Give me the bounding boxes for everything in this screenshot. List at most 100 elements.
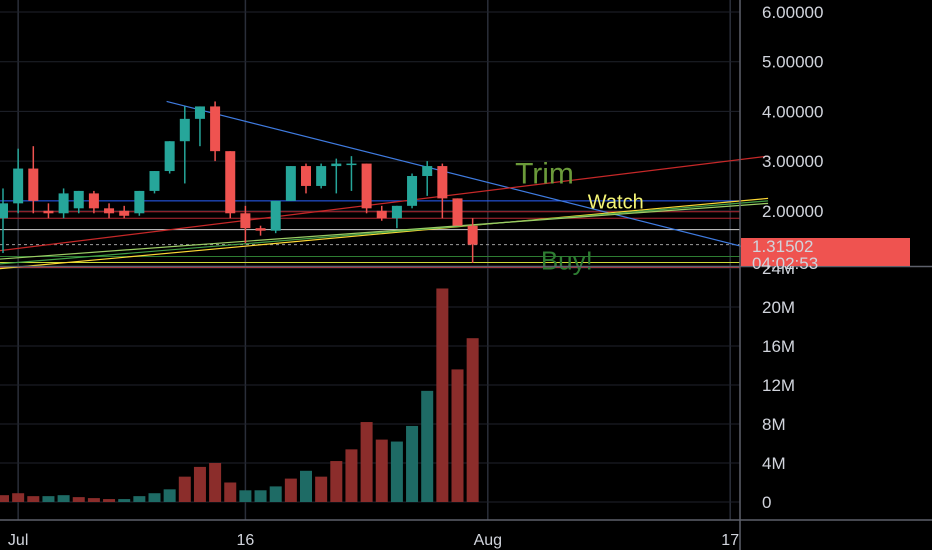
candle <box>467 218 478 263</box>
volume-bar <box>42 496 55 502</box>
volume-bar <box>360 422 373 502</box>
candle-body <box>255 228 266 231</box>
candle <box>240 205 251 244</box>
candle <box>28 146 39 214</box>
candle-body <box>376 210 387 219</box>
candle <box>164 141 175 174</box>
volume-bar <box>72 497 85 502</box>
volume-tick-label: 16M <box>762 337 795 356</box>
candle-body <box>119 210 130 216</box>
volume-bar <box>224 482 237 502</box>
volume-tick-label: 20M <box>762 298 795 317</box>
countdown-value: 04:02:53 <box>752 254 818 273</box>
volume-bar <box>133 496 146 502</box>
candle <box>104 203 115 219</box>
candle <box>88 190 99 214</box>
chart-annotations: Trim Watch Buy! <box>515 157 644 275</box>
candle-body <box>331 163 342 167</box>
volume-bar <box>315 476 328 502</box>
time-tick-label: Jul <box>8 532 28 549</box>
candle <box>0 188 8 254</box>
annotation-text: Watch <box>588 191 644 213</box>
volume-bar <box>406 425 419 502</box>
trend-line <box>0 200 769 265</box>
price-tick-label: 4.00000 <box>762 102 823 121</box>
trend-line <box>0 155 769 252</box>
candle <box>346 156 357 191</box>
time-tick-label: 17 <box>721 532 739 549</box>
countdown-label: 04:02:53 <box>741 254 910 273</box>
volume-bar <box>421 390 434 502</box>
candle-body <box>467 225 478 245</box>
candle-body <box>134 190 145 214</box>
volume-bar <box>103 499 116 502</box>
price-tick-label: 5.00000 <box>762 53 823 72</box>
time-tick-label: Aug <box>474 532 502 549</box>
candle <box>119 205 130 219</box>
trend-lines <box>0 100 769 270</box>
volume-bar <box>163 489 176 502</box>
candle-body <box>240 213 251 229</box>
volume-tick-label: 8M <box>762 415 786 434</box>
candle <box>270 200 281 234</box>
candle <box>225 151 236 219</box>
volume-bar <box>375 439 388 502</box>
candle-body <box>88 193 99 209</box>
candle-body <box>164 141 175 172</box>
candle-body <box>452 198 463 226</box>
trend-line <box>166 100 769 254</box>
volume-bar <box>466 338 479 502</box>
candle <box>285 166 296 201</box>
candle <box>58 188 69 219</box>
candle-body <box>270 200 281 231</box>
candlestick-series <box>0 101 478 263</box>
candle-body <box>210 106 221 152</box>
price-axis[interactable]: 6.00000 5.00000 4.00000 3.00000 2.00000 <box>762 3 823 221</box>
trend-line <box>0 202 769 260</box>
volume-bar <box>239 490 252 502</box>
price-tick-label: 2.00000 <box>762 202 823 221</box>
candle-body <box>58 193 69 214</box>
trend-line <box>0 197 769 270</box>
candle-body <box>28 168 39 201</box>
candle-body <box>407 176 418 206</box>
volume-bar <box>178 476 191 502</box>
volume-bar <box>269 486 282 502</box>
volume-bar <box>436 288 449 502</box>
volume-bar <box>57 495 70 502</box>
candle-body <box>149 171 160 191</box>
candle <box>331 158 342 194</box>
time-axis[interactable]: Jul 16 Aug 17 <box>8 532 739 549</box>
volume-bar <box>345 449 358 502</box>
candle-body <box>391 205 402 219</box>
price-tick-label: 6.00000 <box>762 3 823 22</box>
candle-body <box>73 190 84 209</box>
candle <box>134 190 145 216</box>
annotation-text: Trim <box>515 157 574 190</box>
candle <box>43 203 54 219</box>
candle-body <box>422 166 433 177</box>
candle-body <box>194 106 205 119</box>
volume-tick-label: 4M <box>762 454 786 473</box>
candle <box>361 163 372 214</box>
volume-bar <box>0 495 9 502</box>
candle-body <box>13 168 24 204</box>
price-tick-label: 3.00000 <box>762 152 823 171</box>
volume-bar <box>148 493 161 502</box>
annotation-text: Buy! <box>541 245 593 275</box>
candle-body <box>361 163 372 209</box>
candle <box>179 106 190 184</box>
last-price-label: 1.31502 <box>741 237 910 256</box>
volume-bar <box>451 369 464 502</box>
time-tick-label: 16 <box>237 532 255 549</box>
volume-bar <box>118 499 131 502</box>
candle <box>73 190 84 214</box>
volume-bar <box>12 493 25 502</box>
volume-bar <box>27 496 40 502</box>
volume-bar <box>330 461 343 502</box>
candle <box>452 198 463 226</box>
candle <box>210 101 221 162</box>
candle-body <box>316 166 327 186</box>
candle-body <box>0 203 8 219</box>
